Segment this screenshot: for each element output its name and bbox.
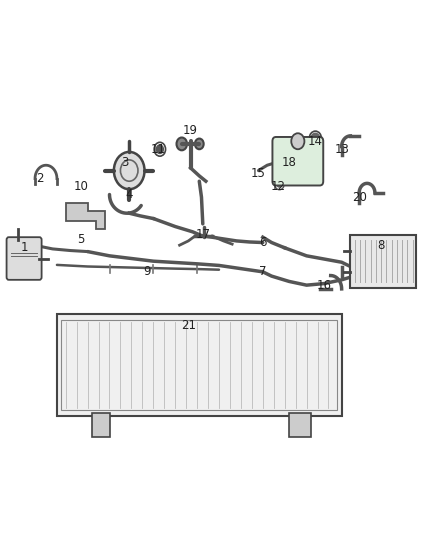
Text: 19: 19 — [183, 124, 198, 137]
Text: 7: 7 — [259, 265, 267, 278]
Text: 12: 12 — [271, 180, 286, 193]
Bar — [293, 136, 302, 144]
Text: 20: 20 — [352, 191, 367, 204]
Text: 2: 2 — [35, 172, 43, 185]
Text: 3: 3 — [121, 156, 128, 169]
Text: 14: 14 — [308, 135, 323, 148]
Circle shape — [311, 133, 320, 144]
Text: 6: 6 — [259, 236, 267, 249]
Bar — [61, 320, 337, 410]
Text: 18: 18 — [282, 156, 297, 169]
FancyBboxPatch shape — [272, 137, 323, 185]
Polygon shape — [66, 203, 105, 229]
Text: 11: 11 — [150, 143, 165, 156]
Bar — [289, 413, 311, 437]
Text: 4: 4 — [125, 188, 133, 201]
Bar — [57, 314, 342, 416]
Circle shape — [277, 181, 282, 187]
Text: 15: 15 — [251, 167, 266, 180]
Text: 5: 5 — [78, 233, 85, 246]
Text: 9: 9 — [143, 265, 151, 278]
Circle shape — [177, 138, 187, 150]
Circle shape — [291, 133, 304, 149]
Text: 1: 1 — [20, 241, 28, 254]
Bar — [92, 413, 110, 437]
Text: 17: 17 — [196, 228, 211, 241]
FancyBboxPatch shape — [7, 237, 42, 280]
Circle shape — [156, 145, 163, 154]
Circle shape — [114, 152, 145, 189]
Circle shape — [195, 139, 204, 149]
Text: 13: 13 — [334, 143, 349, 156]
Text: 8: 8 — [378, 239, 385, 252]
Text: 10: 10 — [74, 180, 88, 193]
Text: 21: 21 — [181, 319, 196, 332]
Text: 16: 16 — [317, 279, 332, 292]
Bar — [350, 235, 416, 288]
